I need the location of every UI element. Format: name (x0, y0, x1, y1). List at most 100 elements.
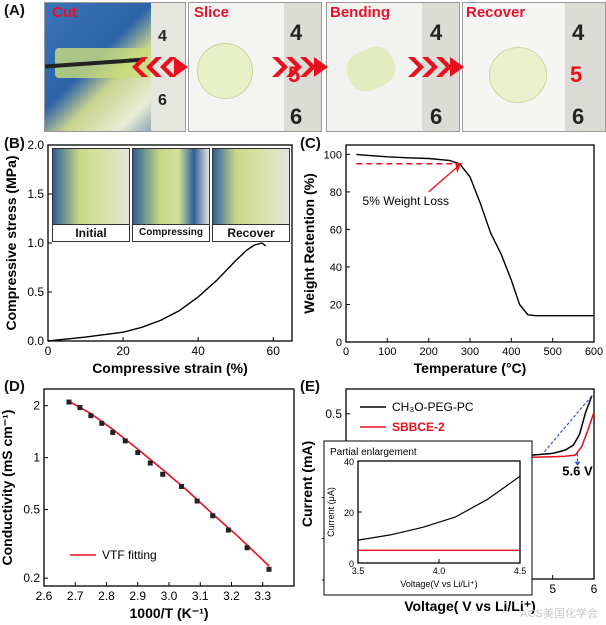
x-tick-label: 500 (543, 346, 561, 358)
data-point (147, 460, 153, 466)
y-tick-label: 0.5 (27, 285, 44, 299)
ruler-number-4d: 4 (572, 20, 585, 45)
ruler-number-4c: 4 (430, 20, 443, 45)
data-point (179, 483, 184, 489)
inset-recover-caption: Recover (213, 224, 289, 241)
x-tick-label: 0 (343, 346, 349, 358)
x-tick-label: 2.7 (67, 589, 84, 603)
x-tick-label: 3.3 (254, 589, 271, 603)
ruler-number-6b: 6 (290, 104, 303, 129)
x-axis-label: 1000/T (K⁻¹) (130, 605, 209, 621)
arrow-a3 (408, 57, 464, 77)
x-tick-label: 600 (585, 346, 603, 358)
x-tick-label: 2.9 (129, 589, 146, 603)
ruler-number-5d: 5 (570, 62, 583, 87)
inset-compressing-caption: Compressing (133, 224, 209, 241)
panel-d-label: (D) (4, 378, 25, 395)
x-tick-label: 4.0 (433, 566, 446, 576)
panel-b-label: (B) (4, 135, 25, 152)
y-tick-label: 0 (349, 559, 354, 569)
ruler-number-6: 6 (158, 92, 167, 109)
y-axis-label: Compressive stress (MPa) (3, 155, 19, 330)
x-tick-label: 2.8 (98, 589, 115, 603)
inset-frame (323, 440, 533, 596)
data-point (225, 527, 231, 533)
x-tick-label: 20 (116, 344, 130, 358)
step-recover-label: Recover (466, 4, 526, 21)
data-point (210, 513, 216, 519)
ruler-number-5b: 5 (288, 62, 301, 87)
x-tick-label: 3.2 (223, 589, 240, 603)
legend-label-peg: CH₃O-PEG-PC (392, 400, 474, 414)
inset-initial-caption: Initial (53, 224, 129, 241)
annotation-arrow (428, 165, 460, 193)
data-point (99, 420, 105, 426)
panel-e-label: (E) (300, 378, 320, 395)
x-axis-label: Voltage( V vs Li/Li⁺) (404, 598, 536, 614)
legend-label: VTF fitting (102, 548, 157, 562)
x-tick-label: 400 (502, 346, 520, 358)
chart-conductivity: 2.6 2.7 2.8 2.9 3.0 3.1 3.2 3.3 0.2 0.5 1 2 1000/T (… (0, 388, 295, 621)
x-tick-label: 4.5 (514, 566, 527, 576)
y-tick-label: 60 (330, 224, 342, 236)
legend-label-sbbce: SBBCE-2 (392, 420, 445, 434)
series-line-vtf (68, 400, 270, 567)
y-tick-label: 0 (336, 337, 342, 349)
data-point (77, 405, 83, 411)
x-tick-label: 300 (461, 346, 479, 358)
y-tick-label: 40 (330, 262, 342, 274)
inset-x-label: Voltage(V vs Li/Li⁺) (400, 579, 477, 589)
data-point (110, 429, 116, 435)
data-point (194, 498, 200, 504)
y-axis-label: Current (mA) (300, 441, 315, 527)
x-tick-label: 100 (378, 346, 396, 358)
ruler-number-6c: 6 (430, 104, 443, 129)
y-tick-label: 20 (330, 299, 342, 311)
y-tick-label: 0.5 (23, 503, 40, 517)
y-tick-label: 0.2 (23, 571, 40, 585)
ruler-number-4b: 4 (290, 20, 303, 45)
x-tick-label: 3.1 (192, 589, 209, 603)
y-tick-label: 2.0 (27, 138, 44, 152)
x-tick-label: 60 (267, 344, 281, 358)
y-axis-label: Weight Retention (%) (301, 173, 317, 314)
x-axis-label: Compressive strain (%) (92, 360, 248, 376)
y-axis-label: Conductivity (mS cm⁻¹) (0, 410, 15, 566)
y-tick-label: 80 (330, 187, 342, 199)
x-tick-label: 5 (549, 582, 556, 596)
chart-compressive: 0 20 40 60 0.0 0.5 1.0 1.5 2.0 Compressive strain… (3, 138, 293, 376)
x-tick-label: 2.6 (36, 589, 53, 603)
x-tick-label: 3.5 (352, 566, 365, 576)
plot-frame (43, 388, 295, 587)
inset-line-peg (357, 475, 521, 541)
y-tick-label: 0.0 (27, 334, 44, 348)
annotation-5-6v: 5.6 V (562, 464, 593, 479)
arrow-a1 (132, 57, 188, 77)
series-line-tga (356, 153, 594, 317)
photo-recover (462, 2, 606, 132)
y-tick-label: 2 (33, 399, 40, 413)
x-tick-label: 200 (419, 346, 437, 358)
inset-y-label: Current (μA) (326, 487, 336, 537)
data-point (160, 471, 166, 477)
data-point (122, 438, 128, 444)
x-axis-label: Temperature (°C) (414, 360, 527, 376)
y-tick-label: 100 (324, 149, 342, 161)
data-point (244, 545, 250, 551)
ruler-number-4: 4 (158, 28, 167, 45)
data-point (66, 399, 72, 405)
inset-recover: Recover (212, 148, 290, 242)
data-point (88, 413, 94, 419)
x-tick-label: 0 (45, 344, 52, 358)
step-slice-label: Slice (194, 4, 230, 21)
panel-a-label: (A) (4, 2, 25, 19)
data-point (135, 450, 141, 456)
y-tick-label: 1.5 (27, 187, 44, 201)
panel-c-label: (C) (300, 135, 321, 152)
plot-frame (345, 144, 595, 343)
annotation-label: 5% Weight Loss (363, 194, 450, 208)
y-tick-label: 40 (344, 457, 354, 467)
y-tick-label: 20 (344, 508, 354, 518)
y-tick-label: 1.0 (27, 236, 44, 250)
watermark: ACS美国化学会 (520, 608, 598, 620)
